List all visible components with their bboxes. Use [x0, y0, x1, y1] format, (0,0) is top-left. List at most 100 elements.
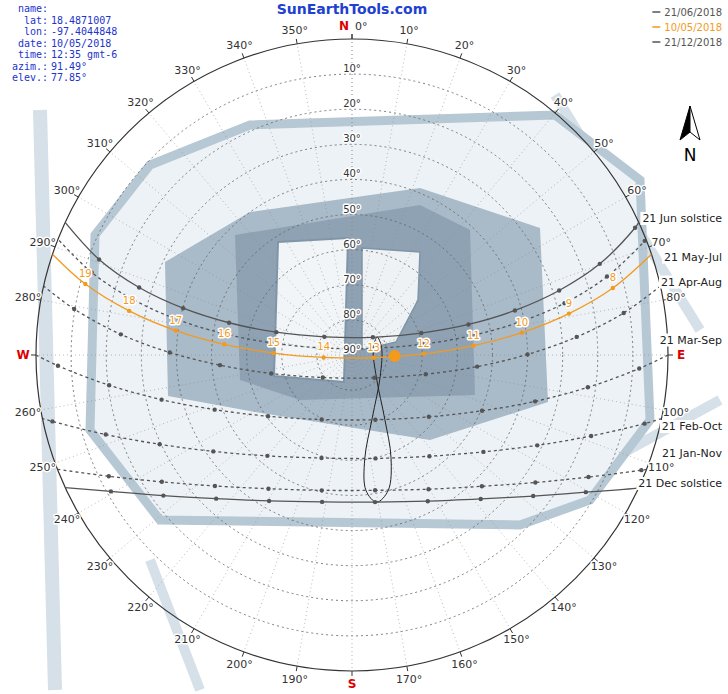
hour-point: [265, 454, 269, 458]
hour-label: 18: [123, 295, 136, 306]
hour-point: [274, 330, 278, 334]
hour-point: [212, 407, 216, 411]
hour-point: [611, 286, 615, 290]
azimuth-tick: [192, 629, 195, 633]
azimuth-tick-label: 250°: [30, 461, 57, 474]
info-key: elev.:: [12, 72, 48, 83]
azimuth-grid-line: [352, 81, 510, 355]
hour-point: [50, 419, 54, 423]
curve-label-group: 21 Jan-Nov: [660, 447, 724, 460]
hour-point: [372, 376, 376, 380]
info-key: name:: [18, 3, 48, 14]
map-shape: [165, 188, 548, 440]
azimuth-tick: [555, 109, 558, 113]
title: SunEarthTools.com: [277, 1, 427, 17]
info-value: 12:35 gmt-6: [51, 49, 117, 60]
azimuth-tick-label: 330°: [174, 64, 201, 77]
hour-point: [621, 311, 625, 315]
azimuth-tick-label: 160°: [451, 658, 478, 671]
azimuth-tick-label: 260°: [15, 406, 42, 419]
hour-point: [466, 322, 470, 326]
azimuth-tick: [668, 355, 673, 356]
hour-point: [119, 332, 123, 336]
hour-point: [533, 480, 537, 484]
hour-label: 14: [317, 341, 330, 352]
azimuth-tick: [510, 77, 513, 81]
azimuth-tick-label: 230°: [87, 560, 114, 573]
hour-point: [533, 399, 537, 403]
curve-label-group: 21 Dec solstice: [636, 477, 724, 490]
info-key: lon:: [24, 26, 48, 37]
hour-point: [272, 351, 276, 355]
info-value: -97.4044848: [51, 26, 117, 37]
hour-label: 17: [169, 315, 182, 326]
info-value: 91.49°: [51, 61, 87, 72]
hour-point: [104, 432, 108, 436]
elevation-tick-label: 40°: [343, 168, 361, 179]
hour-point: [605, 274, 609, 278]
hour-point: [373, 456, 377, 460]
hour-point: [535, 443, 539, 447]
curve-label: 21 Jun solstice: [642, 212, 722, 225]
azimuth-tick-label: 280°: [15, 291, 42, 304]
azimuth-tick-label: 150°: [503, 633, 530, 646]
hour-point: [72, 307, 76, 311]
hour-label: 9: [566, 298, 572, 309]
elevation-tick-label: 10°: [343, 63, 361, 74]
elevation-tick-label: 70°: [343, 274, 361, 285]
label-patch: [660, 420, 725, 433]
azimuth-tick: [242, 652, 244, 657]
info-key: date:: [18, 38, 48, 49]
sun-path-curve: [42, 419, 661, 459]
azimuth-tick-label: 210°: [174, 633, 201, 646]
hour-point: [322, 335, 326, 339]
label-patch: [658, 334, 724, 347]
azimuth-grid-line: [352, 355, 353, 671]
elevation-tick-label: 50°: [343, 204, 361, 215]
hour-point: [173, 328, 177, 332]
hour-point: [481, 450, 485, 454]
azimuth-tick: [296, 666, 298, 671]
north-arrow-left: [680, 106, 690, 140]
hour-point: [97, 257, 101, 261]
azimuth-grid-line: [352, 355, 460, 652]
hour-point: [83, 282, 87, 286]
azimuth-grid-line: [41, 300, 352, 355]
hour-point: [642, 421, 646, 425]
hour-point: [160, 480, 164, 484]
azimuth-tick-label: 120°: [624, 513, 651, 526]
azimuth-grid-line: [352, 39, 353, 355]
map-shape: [150, 560, 200, 690]
hour-point: [168, 350, 172, 354]
elevation-tick-label: 60°: [343, 239, 361, 250]
azimuth-tick-label: 30°: [507, 64, 527, 77]
legend-symbol: [652, 41, 660, 43]
hour-point: [321, 375, 325, 379]
label-patch: [660, 447, 724, 460]
azimuth-tick: [192, 77, 195, 81]
info-panel: name:lat:18.4871007lon:-97.4044848date:1…: [12, 3, 117, 83]
azimuth-tick: [406, 666, 408, 671]
elevation-tick-label: 20°: [343, 98, 361, 109]
elevation-tick-label: 80°: [343, 309, 361, 320]
hour-label: 13: [367, 342, 380, 353]
azimuth-tick-label: 340°: [226, 39, 253, 52]
hour-point: [586, 385, 590, 389]
azimuth-tick-label: 170°: [396, 673, 423, 686]
hour-point: [127, 309, 131, 313]
hour-point: [373, 488, 377, 492]
azimuth-tick: [296, 39, 298, 44]
compass-label: N: [339, 19, 349, 33]
azimuth-tick: [406, 39, 408, 44]
label-patch: [636, 477, 724, 490]
compass-label: W: [16, 348, 29, 362]
horizon-circle: [36, 39, 668, 671]
azimuth-grid-line: [352, 355, 594, 558]
azimuth-grid-line: [352, 355, 649, 463]
hour-point: [479, 497, 483, 501]
hour-point: [107, 474, 111, 478]
hour-point: [637, 366, 641, 370]
hour-label: 8: [610, 272, 616, 283]
hour-point: [107, 383, 111, 387]
hour-point: [471, 343, 475, 347]
